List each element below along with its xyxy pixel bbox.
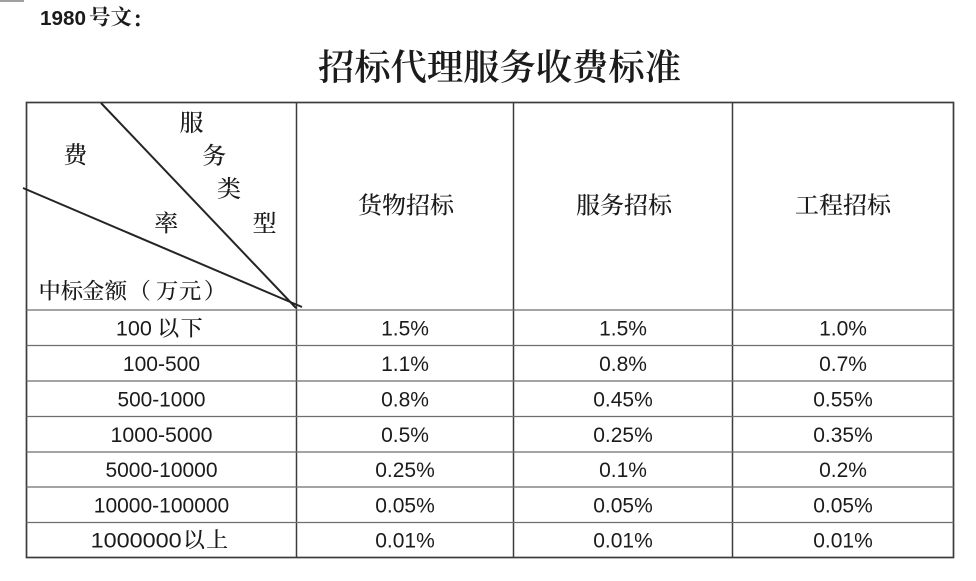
svg-text:1.5%: 1.5% [381,317,429,340]
svg-text:0.45%: 0.45% [593,388,653,411]
svg-text:0.25%: 0.25% [375,459,435,482]
svg-text:0.05%: 0.05% [375,494,435,517]
svg-text:0.7%: 0.7% [819,353,867,376]
svg-text:10000-100000: 10000-100000 [94,494,229,517]
svg-text:0.35%: 0.35% [813,424,873,447]
svg-text:0.5%: 0.5% [381,424,429,447]
svg-text:0.1%: 0.1% [599,459,647,482]
svg-text:0.8%: 0.8% [381,388,429,411]
svg-text:0.01%: 0.01% [813,530,873,553]
svg-text:0.01%: 0.01% [375,530,435,553]
svg-text:500-1000: 500-1000 [118,388,206,411]
svg-text:1980: 1980 [40,7,86,30]
svg-text:1.0%: 1.0% [819,317,867,340]
svg-text:0.8%: 0.8% [599,353,647,376]
svg-text:100: 100 [116,317,152,340]
svg-text:0.25%: 0.25% [593,424,653,447]
svg-text:1000000: 1000000 [91,530,182,553]
svg-text:1.5%: 1.5% [599,317,647,340]
svg-text:0.05%: 0.05% [813,494,873,517]
svg-text:0.05%: 0.05% [593,494,653,517]
svg-text:1000-5000: 1000-5000 [111,424,213,447]
svg-text:100-500: 100-500 [123,353,200,376]
svg-text:0.01%: 0.01% [593,530,653,553]
svg-text:1.1%: 1.1% [381,353,429,376]
svg-text:0.2%: 0.2% [819,459,867,482]
svg-text:5000-10000: 5000-10000 [105,459,217,482]
svg-text:0.55%: 0.55% [813,388,873,411]
